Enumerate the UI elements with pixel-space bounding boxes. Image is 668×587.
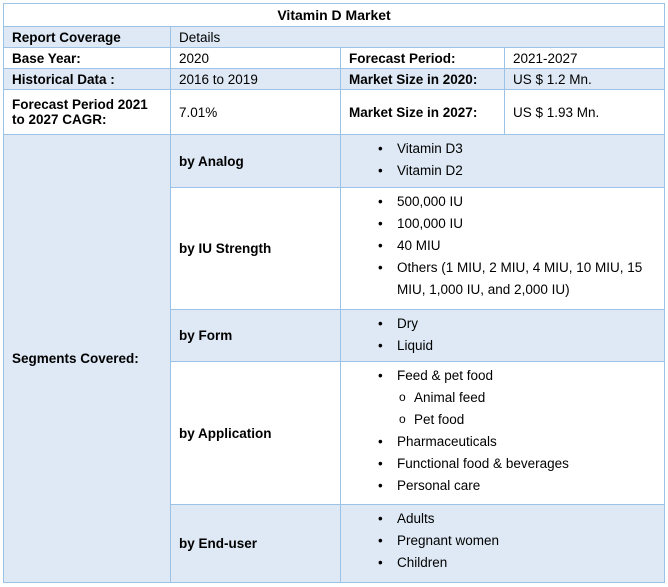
segment-group-form-items: Dry Liquid <box>339 309 666 362</box>
segment-group-end-user-label: by End-user <box>170 504 341 583</box>
row-base-year: Base Year: 2020 Forecast Period: 2021-20… <box>3 47 666 69</box>
list-item: Personal care <box>378 475 658 497</box>
segment-group-application-items: Feed & pet food Animal feed Pet food Pha… <box>339 361 666 505</box>
list-item-text: 500,000 IU <box>397 194 464 209</box>
list-item: Dry <box>378 313 658 335</box>
report-coverage-value: Details <box>169 26 666 48</box>
list-item-text: 100,000 IU <box>397 216 464 231</box>
list-item: Vitamin D2 <box>378 160 658 182</box>
bullet-list-application: Feed & pet food Animal feed Pet food Pha… <box>342 365 659 497</box>
row-segment-application: by Application Feed & pet food Animal fe… <box>4 361 666 505</box>
base-year-value: 2020 <box>170 47 341 69</box>
segment-group-iu-strength-label: by IU Strength <box>170 187 341 310</box>
forecast-period-label: Forecast Period: <box>340 47 505 69</box>
bullet-list-end-user: Adults Pregnant women Children <box>342 508 659 574</box>
list-item: 40 MIU <box>378 235 658 257</box>
bullet-list-iu-strength: 500,000 IU 100,000 IU 40 MIU Others (1 M… <box>342 191 659 301</box>
list-item: Feed & pet food <box>378 365 658 387</box>
list-item-text: Dry <box>397 316 418 331</box>
table-title: Vitamin D Market <box>2 3 666 27</box>
row-cagr: Forecast Period 2021 to 2027 CAGR: 7.01%… <box>3 89 666 135</box>
report-coverage-table: Vitamin D Market Report Coverage Details… <box>2 3 666 583</box>
row-title: Vitamin D Market <box>2 3 666 27</box>
segment-group-form-label: by Form <box>170 309 341 362</box>
forecast-period-value: 2021-2027 <box>503 47 666 69</box>
row-segment-form: by Form Dry Liquid <box>4 309 666 362</box>
bullet-list-form: Dry Liquid <box>342 313 659 357</box>
list-item-text: Liquid <box>397 338 434 353</box>
row-segment-end-user: by End-user Adults Pregnant women Childr… <box>4 504 666 583</box>
list-item-text: Pharmaceuticals <box>397 434 497 449</box>
list-item-text: Functional food & beverages <box>397 456 569 471</box>
list-item: Pharmaceuticals <box>378 431 658 453</box>
row-segment-analog: Segments Covered: by Analog Vitamin D3 V… <box>3 134 666 583</box>
list-item: Children <box>378 552 658 574</box>
bullet-list-analog: Vitamin D3 Vitamin D2 <box>342 138 659 182</box>
list-item-text: Pet food <box>414 412 465 427</box>
segment-group-analog-items: Vitamin D3 Vitamin D2 <box>339 134 666 188</box>
list-item-text: Animal feed <box>414 390 486 405</box>
list-item-text: Adults <box>397 511 435 526</box>
historical-data-value: 2016 to 2019 <box>170 68 341 90</box>
segment-group-analog-label: by Analog <box>170 134 341 188</box>
market-size-2027-label: Market Size in 2027: <box>340 89 505 135</box>
list-item-text: Personal care <box>397 478 481 493</box>
segment-group-iu-strength-items: 500,000 IU 100,000 IU 40 MIU Others (1 M… <box>339 187 666 310</box>
report-coverage-label: Report Coverage <box>3 26 171 48</box>
market-size-2020-label: Market Size in 2020: <box>340 68 505 90</box>
cagr-label: Forecast Period 2021 to 2027 CAGR: <box>3 89 171 135</box>
row-report-coverage: Report Coverage Details <box>3 26 666 48</box>
segment-group-end-user-items: Adults Pregnant women Children <box>339 504 666 583</box>
list-item: 500,000 IU <box>378 191 658 213</box>
list-item: Others (1 MIU, 2 MIU, 4 MIU, 10 MIU, 15 … <box>378 257 658 301</box>
base-year-label: Base Year: <box>3 47 171 69</box>
market-size-2027-value: US $ 1.93 Mn. <box>503 89 666 135</box>
list-item-text: Vitamin D3 <box>397 141 463 156</box>
list-item-text: Pregnant women <box>397 533 500 548</box>
list-item-text: Feed & pet food <box>397 368 494 383</box>
list-item-text: Vitamin D2 <box>397 163 463 178</box>
historical-data-label: Historical Data : <box>3 68 171 90</box>
row-segment-iu-strength: by IU Strength 500,000 IU 100,000 IU 40 … <box>4 187 666 310</box>
segments-covered-label: Segments Covered: <box>3 134 171 583</box>
list-item-sub: Pet food <box>399 408 658 431</box>
list-item: Pregnant women <box>378 530 658 552</box>
list-item: Liquid <box>378 335 658 357</box>
segment-group-application-label: by Application <box>170 361 341 505</box>
cagr-value: 7.01% <box>170 89 341 135</box>
list-item-text: Others (1 MIU, 2 MIU, 4 MIU, 10 MIU, 15 … <box>397 260 643 297</box>
list-item-sub: Animal feed <box>399 386 658 409</box>
list-item: Vitamin D3 <box>378 138 658 160</box>
row-historical-data: Historical Data : 2016 to 2019 Market Si… <box>3 68 666 90</box>
list-item: 100,000 IU <box>378 213 658 235</box>
list-item-text: Children <box>397 555 448 570</box>
market-size-2020-value: US $ 1.2 Mn. <box>503 68 666 90</box>
list-item-text: 40 MIU <box>397 238 441 253</box>
list-item: Adults <box>378 508 658 530</box>
list-item: Functional food & beverages <box>378 453 658 475</box>
